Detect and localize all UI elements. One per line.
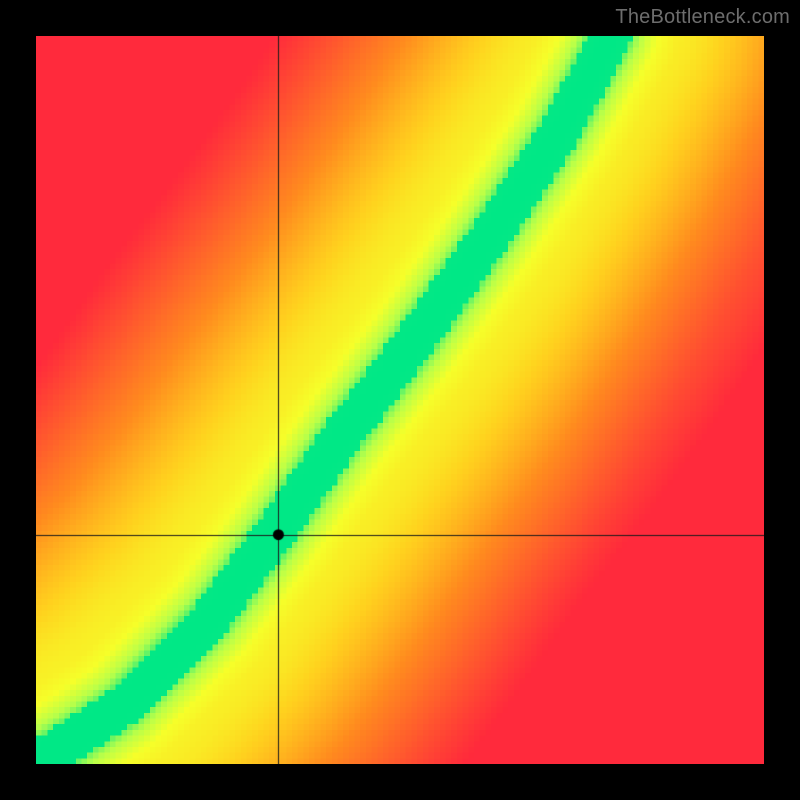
watermark-label: TheBottleneck.com <box>615 6 790 29</box>
crosshair-overlay <box>36 36 764 764</box>
chart-container: TheBottleneck.com <box>0 0 800 800</box>
